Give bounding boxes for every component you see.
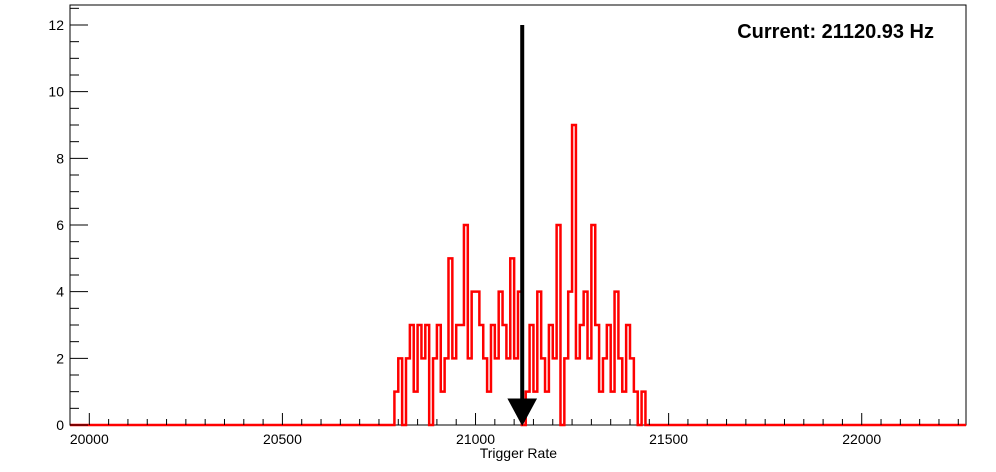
arrow-head [507,398,538,427]
current-rate-label: Current: 21120.93 Hz [737,21,934,43]
y-tick-label: 6 [56,217,64,233]
x-tick-label: 21500 [649,431,688,447]
x-tick-label: 21000 [456,431,495,447]
arrow-layer [507,25,538,427]
axis-layer: 20000 20500 21000 21500 22000 0 2 4 6 8 10 12 [48,7,959,447]
histogram-outline [70,123,966,427]
x-tick-label: 22000 [842,431,881,447]
x-tick-label: 20500 [263,431,302,447]
x-axis-title: Trigger Rate [480,445,558,461]
y-tick-label: 12 [48,17,64,33]
y-tick-label: 4 [56,284,64,300]
x-tick-label: 20000 [70,431,109,447]
y-tick-label: 0 [56,417,64,433]
histogram-layer [70,123,966,427]
y-tick-label: 2 [56,350,64,366]
y-tick-label: 10 [48,84,64,100]
plot-frame [69,4,967,426]
y-tick-label: 8 [56,150,64,166]
